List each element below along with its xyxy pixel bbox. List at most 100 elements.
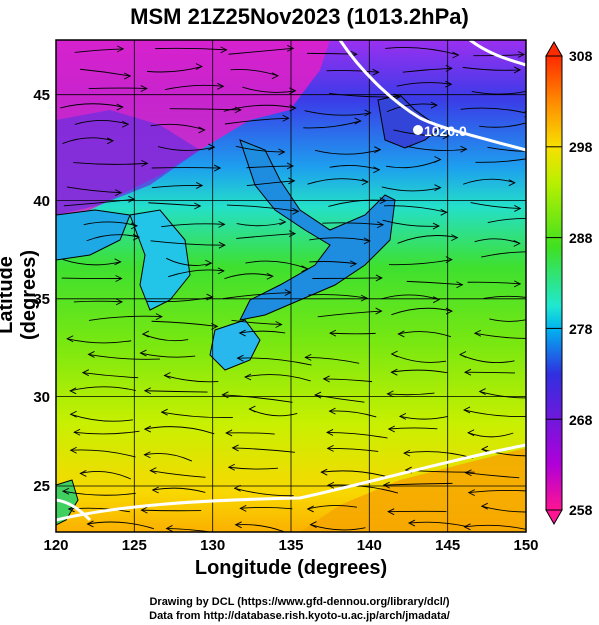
streamline xyxy=(140,352,196,358)
streamline-arrow xyxy=(139,349,147,357)
streamline-arrow xyxy=(73,428,81,436)
streamline-arrow xyxy=(271,72,279,80)
streamline xyxy=(224,117,289,125)
streamline xyxy=(388,427,438,430)
streamline xyxy=(151,184,203,189)
streamline xyxy=(80,471,132,480)
streamline xyxy=(157,146,215,151)
streamline xyxy=(310,524,366,531)
x-axis-label: Longitude (degrees) xyxy=(194,557,388,579)
streamline-arrow xyxy=(116,103,124,111)
streamline-arrow xyxy=(208,143,216,151)
colorbar-tick: 268 xyxy=(569,412,593,428)
streamline xyxy=(70,449,136,458)
streamline-arrow xyxy=(328,407,336,415)
colorbar-scale xyxy=(545,55,563,511)
streamline xyxy=(73,300,123,303)
streamline xyxy=(327,484,399,494)
streamline-arrow xyxy=(440,208,448,216)
streamline xyxy=(327,447,379,452)
streamline xyxy=(381,186,441,192)
streamline-arrow xyxy=(326,444,334,452)
streamline xyxy=(144,452,193,462)
streamline xyxy=(236,233,296,239)
streamline xyxy=(463,409,526,418)
streamline-arrow xyxy=(320,468,328,476)
streamline xyxy=(474,238,520,244)
streamline-arrow xyxy=(386,390,394,398)
streamline-arrow xyxy=(151,486,159,494)
streamline-arrow xyxy=(87,351,95,358)
streamline-arrow xyxy=(61,487,70,495)
streamline-arrow xyxy=(364,109,372,117)
streamline xyxy=(74,430,140,435)
streamline xyxy=(328,199,386,207)
streamline-arrow xyxy=(460,145,468,153)
y-tick: 45 xyxy=(33,87,50,104)
streamline xyxy=(73,162,148,165)
streamline xyxy=(487,218,526,224)
streamline xyxy=(321,470,389,478)
streamline-arrow xyxy=(322,375,330,383)
streamline-arrow xyxy=(328,329,337,337)
streamline-arrow xyxy=(160,408,168,416)
streamline-arrow xyxy=(373,166,381,174)
streamline xyxy=(408,521,467,527)
streamline xyxy=(479,391,526,399)
streamline-arrow xyxy=(217,267,225,275)
streamline xyxy=(222,394,293,403)
y-tick-labels: 25 30 35 40 45 xyxy=(33,87,50,495)
x-tick: 120 xyxy=(43,537,68,554)
streamline-arrow xyxy=(141,159,149,167)
streamline-arrow xyxy=(456,281,464,289)
streamline-arrow xyxy=(238,329,246,337)
streamline-arrow xyxy=(480,502,488,510)
isobar-label: 1020.0 xyxy=(424,123,467,139)
streamline-arrow xyxy=(361,178,369,186)
streamline xyxy=(462,178,515,185)
streamline-arrow xyxy=(379,197,387,205)
streamline-arrow xyxy=(130,222,139,230)
streamline-arrow xyxy=(115,298,124,306)
streamline xyxy=(155,47,227,51)
streamline xyxy=(326,70,379,73)
streamline-arrow xyxy=(514,280,522,288)
streamline-arrow xyxy=(430,101,438,109)
streamline xyxy=(61,277,122,280)
streamline xyxy=(462,66,521,71)
streamline xyxy=(464,371,516,374)
streamline-arrow xyxy=(397,330,405,338)
colorbar-tick: 288 xyxy=(569,230,593,246)
x-tick: 125 xyxy=(122,537,147,554)
streamline-arrow xyxy=(239,504,247,512)
streamline xyxy=(393,129,449,137)
streamline xyxy=(168,269,224,278)
streamline-arrow xyxy=(155,313,163,320)
streamline xyxy=(467,432,514,438)
streamline-arrow xyxy=(286,162,295,170)
y-tick: 25 xyxy=(33,478,50,495)
streamline-arrow xyxy=(445,64,453,72)
streamline xyxy=(386,103,438,113)
streamline-arrow xyxy=(248,405,256,413)
streamline-arrow xyxy=(508,179,516,187)
streamline-arrow xyxy=(140,85,148,92)
streamline xyxy=(322,222,384,226)
streamline-arrow xyxy=(132,233,141,241)
streamline-arrow xyxy=(451,234,459,241)
streamline xyxy=(146,66,203,73)
streamline xyxy=(66,186,122,194)
streamline-arrow xyxy=(234,521,242,529)
credit-data: Data from http://database.rish.kyoto-u.a… xyxy=(149,610,450,622)
streamline xyxy=(327,431,388,439)
colorbar-tick: 298 xyxy=(569,139,593,155)
streamline-arrow xyxy=(306,505,314,513)
streamline xyxy=(148,202,201,207)
streamline xyxy=(60,103,123,109)
streamline-arrow xyxy=(326,429,334,436)
streamline-arrow xyxy=(514,205,522,212)
streamline xyxy=(329,164,380,171)
streamline-arrow xyxy=(196,182,204,189)
streamline xyxy=(151,320,218,327)
streamline xyxy=(228,466,279,470)
